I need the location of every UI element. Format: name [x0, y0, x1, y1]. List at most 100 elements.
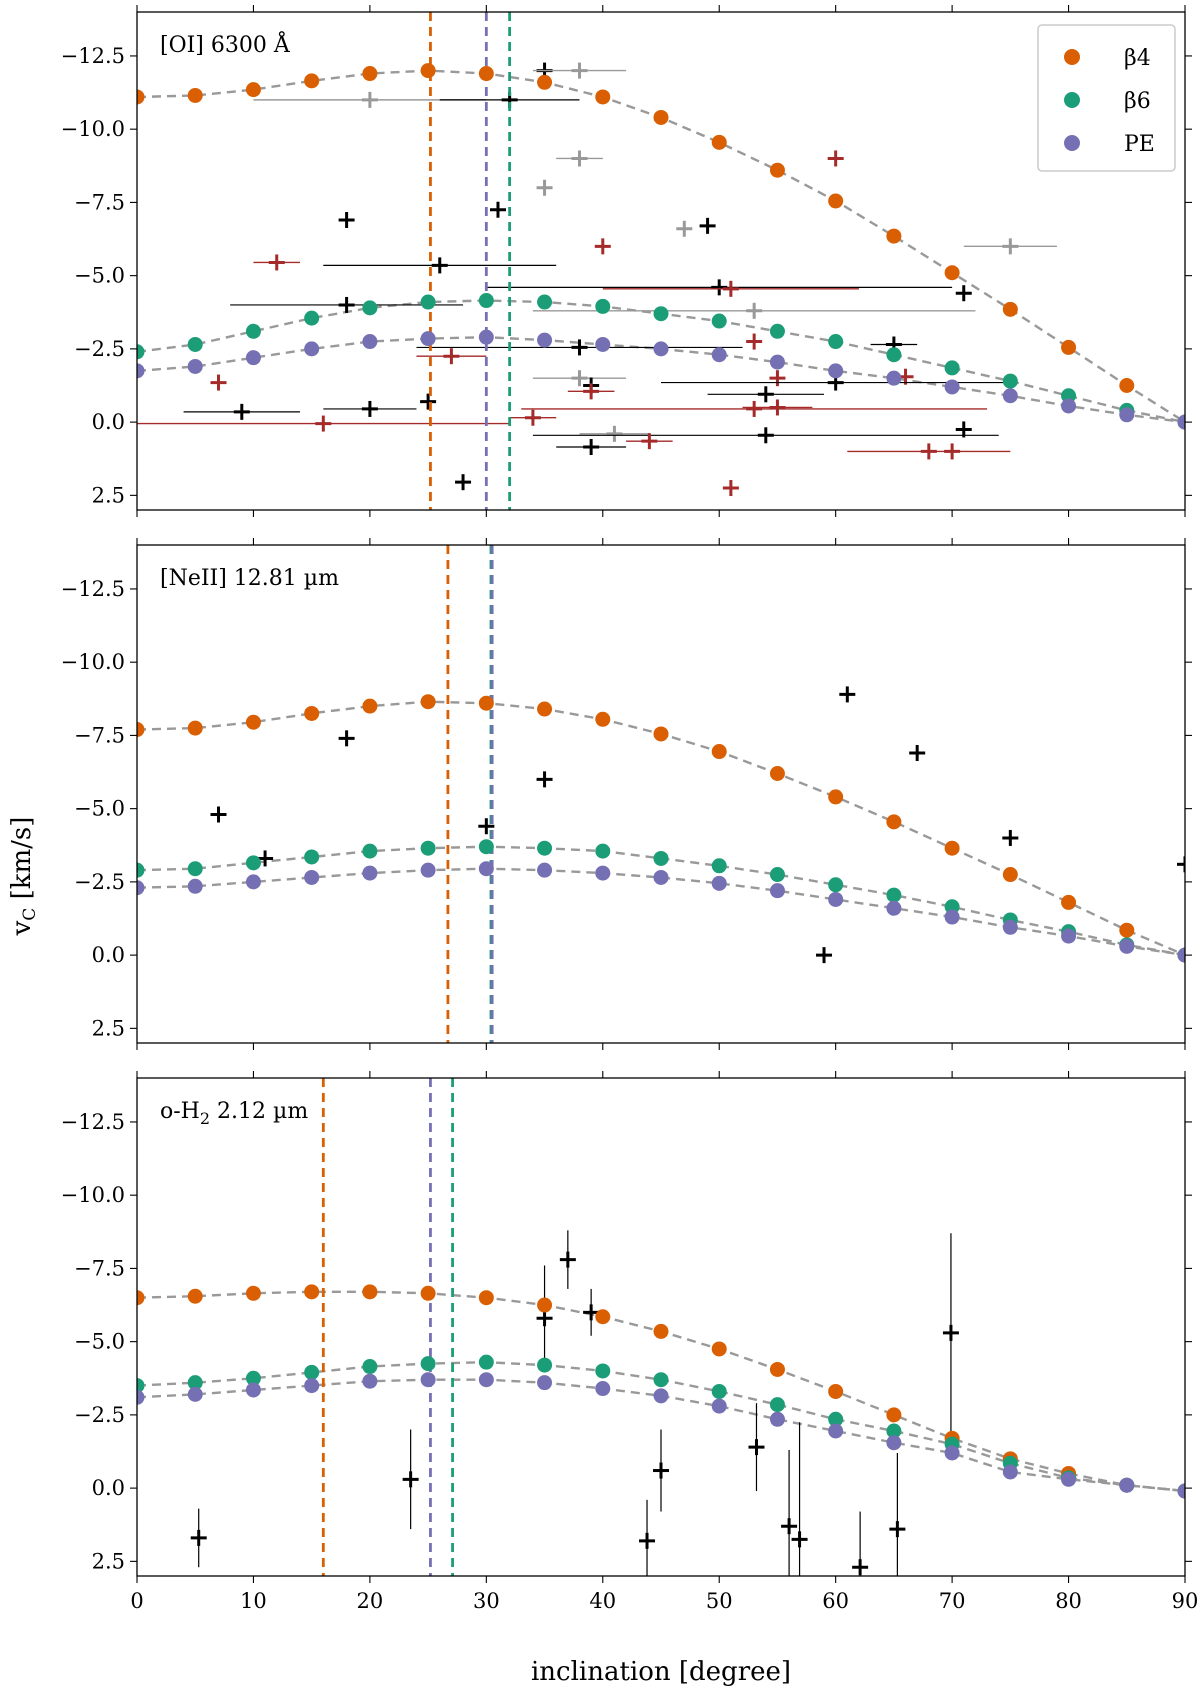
model-point: [653, 1372, 669, 1388]
observation-point: [478, 818, 495, 835]
panel-frame: [136, 11, 1186, 511]
model-point: [245, 714, 261, 730]
panel-plot-area: [137, 12, 1185, 510]
model-point: [653, 850, 669, 866]
model-point: [478, 66, 494, 82]
model-point: [362, 698, 378, 714]
observation-point: [489, 201, 506, 218]
panel-3: −12.5 −10.0 −7.5 −5.0 −2.5 0.0 2.50 10 20 30 40 50 6…: [61, 1071, 1198, 1613]
model-point: [711, 347, 727, 363]
model-point: [362, 334, 378, 350]
model-point: [537, 862, 553, 878]
model-point: [595, 843, 611, 859]
model-point: [245, 323, 261, 339]
observation-point: [486, 279, 953, 296]
observation-point: [942, 1233, 959, 1433]
panel-label-sub: 2: [200, 1109, 210, 1128]
model-point: [420, 331, 436, 347]
model-point: [769, 323, 785, 339]
observation-point: [1002, 829, 1019, 846]
model-point: [944, 840, 960, 856]
observation-point: [455, 474, 472, 491]
legend-marker: [1064, 135, 1080, 151]
model-point: [420, 694, 436, 710]
panel-plot-area: [137, 545, 1185, 1043]
model-point: [595, 89, 611, 105]
model-point: [944, 265, 960, 281]
model-point: [245, 82, 261, 98]
observation-point: [323, 400, 417, 417]
model-point: [595, 1309, 611, 1325]
model-point: [537, 1297, 553, 1313]
model-point: [769, 765, 785, 781]
model-point: [362, 1373, 378, 1389]
observation-point: [338, 730, 355, 747]
model-point: [187, 1375, 203, 1391]
model-point: [304, 869, 320, 885]
model-point: [944, 909, 960, 925]
model-point: [1119, 407, 1135, 423]
y-tick-label: −2.5: [74, 1403, 125, 1427]
model-point: [886, 1423, 902, 1439]
y-tick-label: −5.0: [74, 264, 125, 288]
panel-frame: [136, 1077, 1186, 1577]
model-point: [304, 849, 320, 865]
observation-point: [944, 443, 961, 460]
model-point: [769, 867, 785, 883]
observation-point: [748, 1403, 765, 1492]
model-point: [137, 880, 145, 896]
observation-point: [653, 1429, 669, 1512]
observation-point: [676, 220, 693, 237]
model-point: [1119, 1477, 1135, 1493]
model-point: [478, 329, 494, 345]
observation-point: [827, 150, 844, 167]
model-point: [653, 1323, 669, 1339]
x-tick-label: 40: [589, 1589, 616, 1613]
observation-point: [210, 806, 227, 823]
legend-marker: [1064, 92, 1080, 108]
model-point: [711, 1398, 727, 1414]
model-point: [420, 840, 436, 856]
model-point: [362, 300, 378, 316]
model-point: [187, 358, 203, 374]
observation-point: [963, 238, 1057, 255]
observation-point: [816, 947, 833, 964]
model-point: [187, 1288, 203, 1304]
model-point: [653, 726, 669, 742]
panel-plot-area: [137, 1078, 1185, 1576]
model-point: [304, 341, 320, 357]
model-point: [828, 1383, 844, 1399]
observation-point: [567, 383, 615, 400]
model-point: [653, 341, 669, 357]
model-point: [137, 722, 145, 738]
observation-point: [210, 374, 227, 391]
model-point: [304, 705, 320, 721]
model-point: [769, 883, 785, 899]
model-point: [478, 1290, 494, 1306]
model-point: [420, 1356, 436, 1372]
y-tick-label: 0.0: [92, 1476, 125, 1500]
model-point: [886, 1435, 902, 1451]
observation-point: [509, 409, 557, 426]
model-point: [828, 193, 844, 209]
observation-point: [602, 280, 859, 297]
model-point: [1061, 388, 1077, 404]
y-tick-label: −7.5: [74, 190, 125, 214]
model-point: [187, 861, 203, 877]
model-point: [1061, 894, 1077, 910]
model-point: [769, 1361, 785, 1377]
model-point: [828, 891, 844, 907]
model-point: [362, 1359, 378, 1375]
observation-point: [402, 1429, 419, 1530]
y-tick-label: −10.0: [61, 650, 125, 674]
model-point: [1061, 339, 1077, 355]
model-point: [137, 1378, 145, 1394]
model-point: [828, 1411, 844, 1427]
legend-marker: [1064, 49, 1080, 65]
panel-label-main: o-H: [160, 1099, 200, 1124]
x-tick-label: 20: [357, 1589, 384, 1613]
model-point: [886, 900, 902, 916]
observation-point: [626, 433, 673, 450]
y-tick-label: −5.0: [74, 797, 125, 821]
